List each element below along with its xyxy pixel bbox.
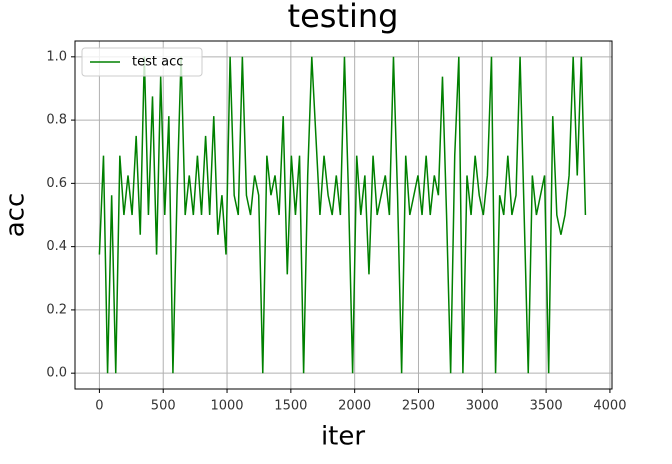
plot-frame (74, 40, 613, 390)
y-tick-label: 0.2 (46, 302, 67, 317)
x-tick-label: 500 (151, 399, 176, 414)
x-tick-label: 1000 (210, 399, 243, 414)
y-axis-label: acc (1, 193, 31, 238)
y-tick-label: 1.0 (46, 49, 67, 64)
data-line (98, 56, 587, 374)
y-tick-label: 0.8 (46, 113, 67, 128)
x-axis-label: iter (321, 422, 365, 452)
x-tick-label: 3500 (530, 399, 563, 414)
x-tick-label: 2500 (402, 399, 435, 414)
x-tick-label: 2000 (338, 399, 371, 414)
y-tick-label: 0.4 (46, 239, 67, 254)
chart-title: testing (288, 0, 399, 35)
legend-label: test acc (132, 55, 183, 70)
x-tick-label: 0 (95, 399, 103, 414)
legend: test acc (81, 47, 203, 77)
y-tick-label: 0.6 (46, 176, 67, 191)
x-tick-label: 3000 (466, 399, 499, 414)
y-tick-label: 0.0 (46, 366, 67, 381)
x-tick-label: 1500 (274, 399, 307, 414)
legend-box (81, 47, 203, 77)
x-tick-label: 4000 (593, 399, 626, 414)
